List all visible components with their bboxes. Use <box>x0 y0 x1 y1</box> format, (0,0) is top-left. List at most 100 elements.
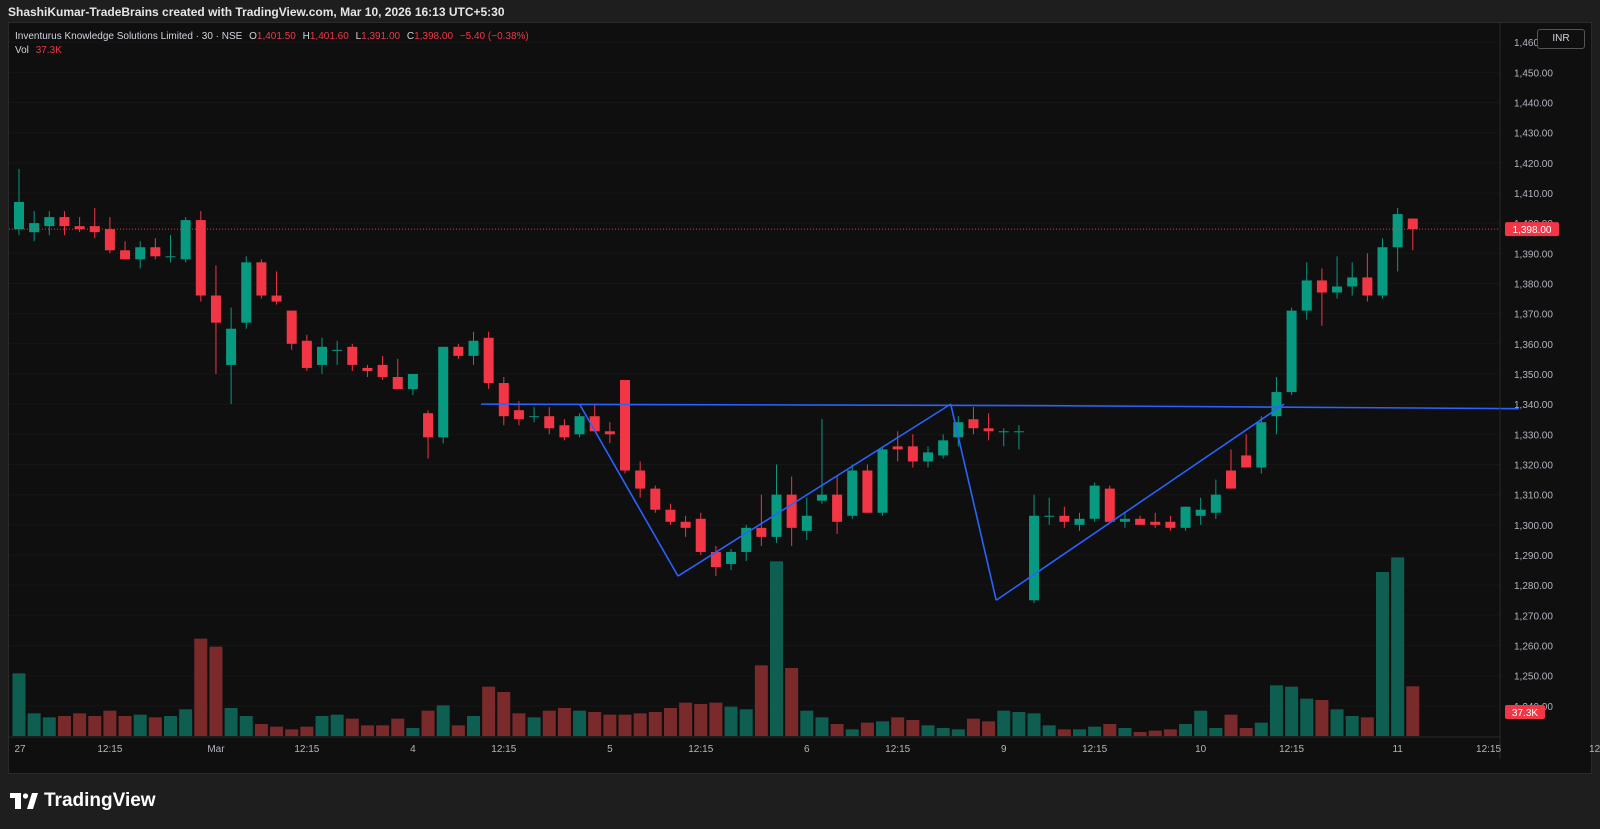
time-tick-label: 11 <box>1392 744 1403 755</box>
volume-bar <box>27 713 41 736</box>
volume-bar <box>815 717 829 736</box>
time-tick-label: 12:15 <box>294 744 319 755</box>
candle-body <box>120 250 131 260</box>
candle-body <box>271 295 282 302</box>
pattern-line-head-leg-down[interactable] <box>949 403 997 601</box>
candle-body <box>604 431 615 435</box>
volume-bar <box>194 638 208 736</box>
volume-bar <box>997 710 1011 736</box>
volume-bar <box>1239 728 1253 736</box>
candle-body <box>635 470 646 489</box>
candle-body <box>423 413 434 438</box>
volume-bar <box>709 702 723 736</box>
price-axis[interactable]: 1,240.001,250.001,260.001,270.001,280.00… <box>1499 23 1553 759</box>
volume-bar <box>315 716 329 736</box>
currency-button[interactable]: INR <box>1537 29 1585 49</box>
candle-body <box>726 551 737 565</box>
legend-l-value: 1,391.00 <box>361 31 400 42</box>
candle-body <box>832 494 843 522</box>
volume-bar <box>754 665 768 736</box>
legend-o-label: O <box>249 31 257 42</box>
legend-vol-label: Vol <box>15 45 29 56</box>
volume-bar <box>633 713 647 736</box>
candles <box>14 168 1418 604</box>
candle-body <box>377 364 388 377</box>
volume-bars <box>12 557 1420 736</box>
time-tick-label: 5 <box>607 744 613 755</box>
volume-bar <box>557 708 571 736</box>
candle-body <box>574 416 585 435</box>
candle-body <box>1362 277 1373 296</box>
time-tick-label: 10 <box>1195 744 1207 755</box>
candle-body <box>286 310 297 344</box>
time-tick-label: 12:15 <box>1082 744 1107 755</box>
price-tick-label: 1,370.00 <box>1514 310 1553 321</box>
candle-body <box>210 295 221 323</box>
volume-bar <box>421 710 435 736</box>
candle-body <box>498 383 509 417</box>
volume-bar <box>1073 729 1086 736</box>
candle-body <box>150 247 161 257</box>
price-tick-label: 1,290.00 <box>1514 551 1553 562</box>
volume-bar <box>921 725 935 736</box>
time-axis[interactable]: 27 12:15 Mar 12:15 4 12:15 5 12:15 6 12:15 9 12:15 1… <box>9 736 1600 755</box>
volume-bar <box>467 716 480 736</box>
volume-bar <box>573 710 587 736</box>
volume-bar <box>239 716 253 736</box>
tradingview-logo-text: TradingView <box>44 790 156 811</box>
volume-bar <box>179 709 193 736</box>
candle-body <box>680 521 691 528</box>
price-tick-label: 1,270.00 <box>1514 611 1553 622</box>
candle-body <box>301 340 312 368</box>
candle-body <box>468 340 479 356</box>
legend-l-label: L <box>356 31 362 42</box>
candle-body <box>1392 214 1403 248</box>
candle-body <box>1104 488 1115 522</box>
candle-body <box>847 470 858 516</box>
volume-bar <box>133 714 147 736</box>
candle-body <box>1407 218 1418 230</box>
volume-bar <box>618 714 632 736</box>
candle-body <box>1210 494 1221 513</box>
pattern-line-head-leg-up[interactable] <box>677 403 952 577</box>
volume-bar <box>88 716 102 736</box>
volume-bar <box>951 729 965 736</box>
legend-symbol: Inventurus Knowledge Solutions Limited ·… <box>15 31 243 42</box>
last-price-badge: 1,398.00 <box>1505 222 1559 237</box>
tradingview-logo[interactable]: TradingView <box>10 790 156 812</box>
volume-bar <box>1406 686 1420 736</box>
candle-body <box>983 428 994 432</box>
candle-body <box>710 551 721 568</box>
price-tick-label: 1,320.00 <box>1514 460 1553 471</box>
candle-body <box>407 373 418 390</box>
volume-bar <box>542 710 556 736</box>
candle-body <box>453 346 464 356</box>
candle-body <box>998 431 1009 433</box>
tradingview-logo-icon <box>10 793 38 809</box>
volume-bar <box>739 709 753 736</box>
pattern-line-right-leg-up[interactable] <box>995 403 1285 601</box>
pattern-line-left-shoulder-leg-down[interactable] <box>578 403 679 577</box>
pattern-line-neckline[interactable] <box>481 403 1519 410</box>
chart-frame[interactable] <box>8 22 1592 774</box>
time-tick-label: 27 <box>14 744 26 755</box>
pattern-lines[interactable] <box>481 403 1519 601</box>
volume-bar <box>1103 724 1117 736</box>
candle-body <box>1271 392 1282 417</box>
price-tick-label: 1,360.00 <box>1514 340 1553 351</box>
candle-body <box>1256 422 1267 468</box>
candle-body <box>1150 521 1161 525</box>
price-tick-label: 1,330.00 <box>1514 430 1553 441</box>
time-tick-label: 12:15 <box>1279 744 1304 755</box>
grid <box>9 41 1500 707</box>
volume-bar <box>860 722 874 736</box>
volume-bar <box>1133 732 1147 736</box>
candle-body <box>741 527 752 552</box>
volume-bar <box>1012 712 1026 736</box>
candle-body <box>392 376 403 390</box>
candle-body <box>816 494 827 501</box>
volume-bar <box>936 728 950 736</box>
volume-bar <box>1269 685 1283 736</box>
candle-body <box>786 494 797 528</box>
